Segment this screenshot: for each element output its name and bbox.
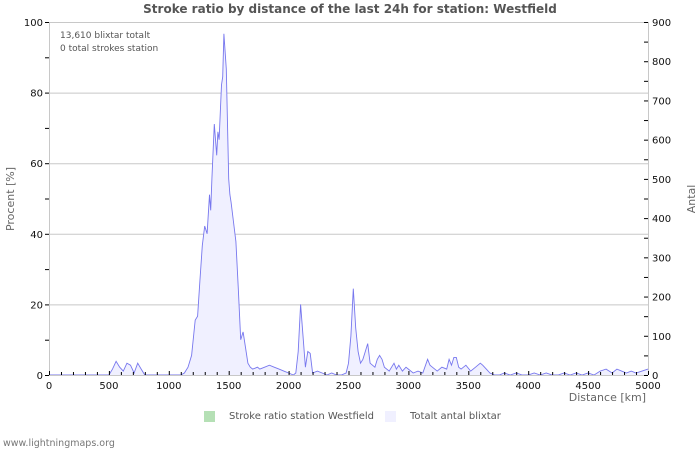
y-left-tick-label: 0 [37, 371, 43, 382]
legend: Stroke ratio station Westfield Totalt an… [0, 411, 700, 427]
y-left-axis-title: Procent [%] [4, 167, 17, 231]
y-right-tick-label: 100 [652, 332, 671, 343]
info-station-strokes: 0 total strokes station [60, 44, 158, 54]
x-tick-label: 1500 [216, 381, 241, 392]
y-right-tick-label: 500 [652, 175, 671, 186]
y-right-tick-label: 0 [652, 371, 658, 382]
total-strokes-line [49, 33, 649, 376]
x-tick-label: 2000 [276, 381, 301, 392]
y-right-tick-label: 800 [652, 57, 671, 68]
y-left-tick-label: 100 [24, 18, 43, 29]
y-right-tick-label: 200 [652, 293, 671, 304]
legend-label-total: Totalt antal blixtar [410, 411, 501, 422]
legend-label-ratio: Stroke ratio station Westfield [229, 411, 375, 422]
x-axis-title: Distance [km] [569, 391, 646, 404]
info-total-strokes: 13,610 blixtar totalt [60, 31, 151, 41]
total-strokes-area [49, 33, 648, 376]
y-left-tick-label: 20 [30, 300, 43, 311]
footer-link[interactable]: www.lightningmaps.org [3, 438, 115, 449]
y-right-tick-label: 300 [652, 253, 671, 264]
x-tick-label: 5000 [635, 381, 660, 392]
x-tick-label: 1000 [156, 381, 181, 392]
x-tick-label: 2500 [336, 381, 361, 392]
chart-title: Stroke ratio by distance of the last 24h… [143, 2, 557, 16]
y-right-tick-label: 900 [652, 18, 671, 29]
x-tick-label: 0 [46, 381, 52, 392]
x-tick-label: 4500 [575, 381, 600, 392]
x-tick-label: 3500 [456, 381, 481, 392]
y-left-tick-label: 60 [30, 159, 43, 170]
x-tick-label: 3000 [396, 381, 421, 392]
y-left-tick-label: 40 [30, 230, 43, 241]
legend-swatch-total [385, 411, 396, 422]
legend-item-ratio[interactable]: Stroke ratio station Westfield [204, 411, 374, 422]
legend-swatch-ratio [204, 411, 215, 422]
y-right-axis-title: Antal [685, 185, 698, 214]
x-tick-label: 4000 [515, 381, 540, 392]
y-right-tick-label: 400 [652, 214, 671, 225]
y-left-tick-label: 80 [30, 89, 43, 100]
legend-item-total[interactable]: Totalt antal blixtar [385, 411, 501, 422]
x-tick-label: 500 [99, 381, 118, 392]
y-right-tick-label: 600 [652, 136, 671, 147]
y-right-tick-label: 700 [652, 96, 671, 107]
